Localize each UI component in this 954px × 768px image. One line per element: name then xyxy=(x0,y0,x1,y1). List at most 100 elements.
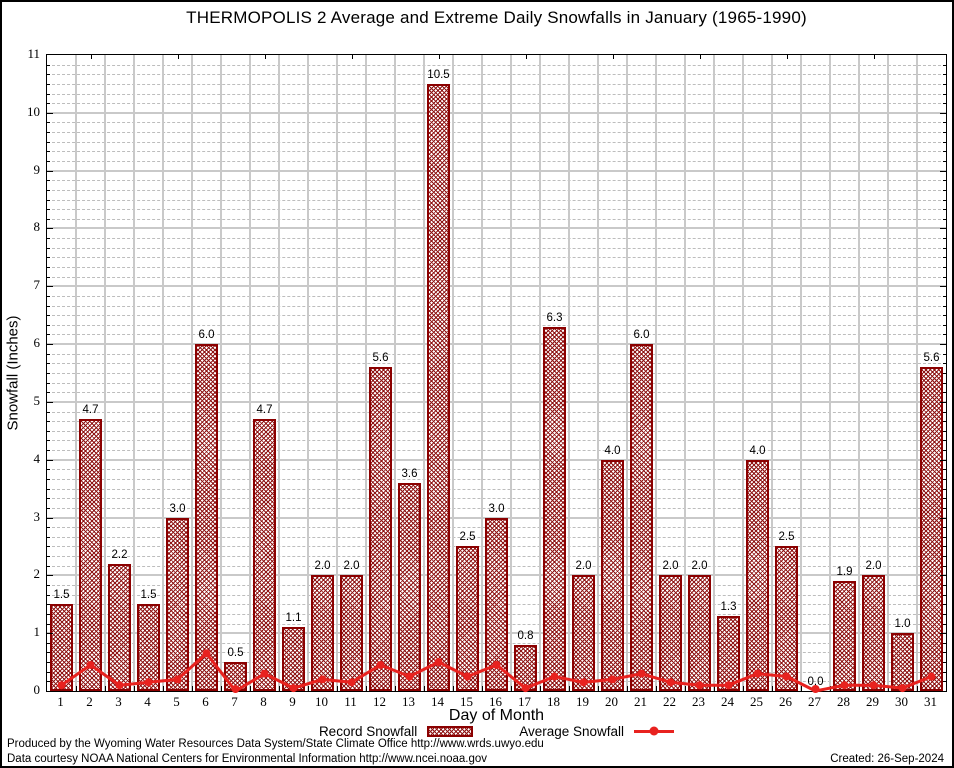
y-tick-left xyxy=(47,459,53,461)
record-bar-day-25 xyxy=(746,459,769,691)
y-tick-right xyxy=(943,315,946,317)
y-tick-label: 0 xyxy=(33,682,41,697)
bar-value-label: 5.6 xyxy=(372,352,389,365)
y-tick-right xyxy=(943,594,946,596)
bar-value-label: 5.6 xyxy=(923,352,940,365)
major-gridline xyxy=(47,343,946,346)
x-tick-label: 24 xyxy=(721,694,734,709)
bar-value-label: 1.1 xyxy=(285,612,302,625)
day-boundary-gridline xyxy=(742,55,744,691)
x-tick-label: 9 xyxy=(289,694,296,709)
minor-gridline xyxy=(47,488,946,490)
y-tick-right xyxy=(943,122,946,124)
y-tick-left xyxy=(47,527,50,529)
y-tick-left xyxy=(47,112,53,114)
bar-value-label: 6.0 xyxy=(633,329,650,342)
day-boundary-gridline xyxy=(336,55,338,691)
day-boundary-gridline xyxy=(394,55,396,691)
bar-value-label: 10.5 xyxy=(427,68,450,81)
legend: Record Snowfall Average Snowfall xyxy=(46,723,947,739)
x-tick-label: 13 xyxy=(402,694,415,709)
y-tick-left xyxy=(47,218,50,220)
y-tick-right xyxy=(940,112,946,114)
x-tick-bottom xyxy=(569,686,570,691)
x-tick-label: 15 xyxy=(460,694,473,709)
y-tick-left xyxy=(47,662,50,664)
footer-created-date: Created: 26-Sep-2024 xyxy=(830,753,944,765)
bar-value-label: 2.0 xyxy=(314,560,331,573)
y-tick-right xyxy=(943,218,946,220)
y-tick-left xyxy=(47,642,50,644)
minor-gridline xyxy=(47,257,946,259)
x-tick-label: 4 xyxy=(144,694,151,709)
minor-gridline xyxy=(47,83,946,85)
x-tick-bottom xyxy=(308,686,309,691)
minor-gridline xyxy=(47,334,946,336)
record-bar-day-6 xyxy=(195,344,218,691)
bar-value-label: 2.0 xyxy=(865,560,882,573)
y-tick-left xyxy=(47,479,50,480)
y-tick-right xyxy=(943,161,946,162)
minor-gridline xyxy=(47,440,946,442)
y-tick-right xyxy=(943,652,946,654)
record-bar-day-28 xyxy=(833,581,856,691)
y-tick-left xyxy=(47,411,50,413)
y-tick-right xyxy=(943,411,946,413)
record-bar-day-22 xyxy=(659,575,682,691)
bar-value-label: 4.7 xyxy=(256,404,273,417)
y-tick-right xyxy=(943,642,946,644)
x-tick-top xyxy=(90,55,92,59)
y-tick-right xyxy=(943,276,946,278)
bar-value-label: 1.3 xyxy=(720,600,737,613)
y-tick-right xyxy=(943,257,946,259)
y-tick-label: 6 xyxy=(33,335,41,351)
chart-title: THERMOPOLIS 2 Average and Extreme Daily … xyxy=(186,8,807,27)
y-tick-right xyxy=(943,623,946,625)
y-tick-right xyxy=(943,64,946,66)
day-boundary-gridline xyxy=(191,55,193,691)
day-boundary-gridline xyxy=(162,55,164,691)
x-tick-bottom xyxy=(511,686,512,691)
y-tick-left xyxy=(47,344,53,346)
y-tick-right xyxy=(943,671,946,673)
bar-value-label: 6.0 xyxy=(198,329,215,342)
day-boundary-gridline xyxy=(539,55,541,691)
y-tick-left xyxy=(47,238,50,240)
minor-gridline xyxy=(47,363,946,365)
y-tick-right xyxy=(940,401,946,403)
minor-gridline xyxy=(47,141,946,143)
y-tick-left xyxy=(47,161,50,162)
y-tick-left xyxy=(47,633,53,635)
y-tick-left xyxy=(47,421,50,423)
x-tick-label: 6 xyxy=(202,694,209,709)
y-tick-left xyxy=(47,103,50,105)
x-tick-bottom xyxy=(76,686,77,691)
x-tick-bottom xyxy=(424,686,425,691)
bar-value-label: 1.0 xyxy=(894,618,911,631)
record-snowfall-swatch xyxy=(427,725,474,737)
y-tick-left xyxy=(47,498,50,500)
legend-average-snowfall-label: Average Snowfall xyxy=(519,723,625,739)
legend-record-snowfall-label: Record Snowfall xyxy=(318,723,418,739)
bar-value-label: 2.0 xyxy=(343,560,360,573)
day-boundary-gridline xyxy=(249,55,251,691)
y-tick-left xyxy=(47,450,50,452)
y-tick-left xyxy=(47,382,50,384)
minor-gridline xyxy=(47,64,946,66)
x-tick-label: 27 xyxy=(808,694,821,709)
y-tick-right xyxy=(943,392,946,394)
record-bar-day-30 xyxy=(891,633,914,691)
y-tick-right xyxy=(943,613,946,615)
x-tick-label: 31 xyxy=(924,694,937,709)
bar-value-label: 0.5 xyxy=(227,647,244,660)
record-bar-day-4 xyxy=(137,604,160,691)
y-tick-label: 3 xyxy=(33,508,41,524)
major-gridline xyxy=(47,516,946,519)
y-tick-left xyxy=(47,613,50,615)
y-tick-left xyxy=(47,546,50,548)
x-tick-top xyxy=(873,55,875,59)
bar-value-label: 0.0 xyxy=(807,676,824,688)
y-tick-left xyxy=(47,141,50,143)
minor-gridline xyxy=(47,315,946,317)
record-bar-day-26 xyxy=(775,546,798,691)
